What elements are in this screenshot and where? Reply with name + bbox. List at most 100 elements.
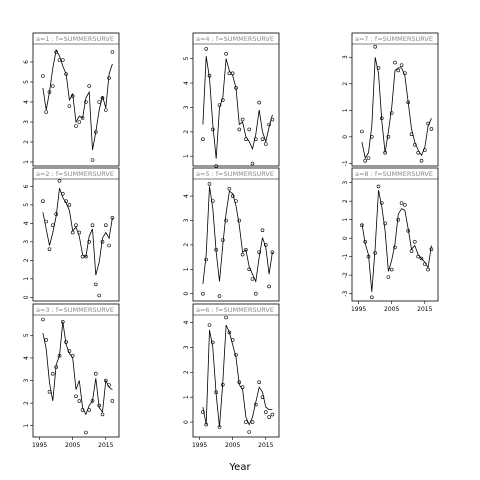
data-point [406,100,411,105]
data-point [94,130,98,134]
data-point [207,73,212,78]
data-point [47,389,52,394]
panel-frame [351,167,439,302]
data-point [270,117,275,122]
y-tick-label: 2 [23,258,30,262]
data-point [373,44,378,49]
data-point [94,282,98,287]
data-point [254,137,258,141]
data-point [416,254,421,259]
data-point [110,399,115,403]
data-point [263,410,268,414]
data-point [90,223,95,227]
data-point [60,58,65,62]
data-point [97,293,101,298]
data-point [244,248,248,252]
data-point [64,199,68,203]
y-tick-label: 1 [23,160,30,164]
data-point [240,385,245,390]
panel-strip-label: a=7 : f=SUMMERSURVE [355,35,433,43]
x-tick-label: 1995 [32,442,47,449]
data-point [257,100,262,105]
data-point [41,74,45,78]
data-point [230,338,235,342]
data-point [406,229,411,233]
x-tick-label: 2005 [65,442,80,449]
data-point [67,104,72,108]
data-point [70,94,75,98]
y-tick-label: 3 [183,345,190,349]
data-point [77,120,82,124]
data-point [54,365,59,369]
y-tick-label: 3 [183,105,190,109]
y-tick-label: 1 [23,424,30,428]
data-point [393,60,397,65]
fit-line [202,186,273,284]
data-point [227,187,232,191]
x-tick-label: 2005 [384,306,399,313]
data-point [409,249,414,253]
data-point [234,199,238,203]
data-point [57,179,62,183]
data-point [74,124,78,128]
panel-frame [32,303,120,438]
data-point [244,420,248,424]
data-point [373,251,378,255]
data-point [237,218,242,223]
data-point [50,371,55,376]
y-tick-label: -1 [342,253,349,259]
y-tick-label: 3 [342,55,349,59]
data-point [104,223,108,227]
data-point [237,127,242,132]
data-point [204,257,208,262]
y-tick-label: 2 [342,82,349,86]
data-point [54,50,59,54]
data-point [107,383,111,387]
data-point [247,267,251,272]
data-point [87,84,91,88]
y-tick-label: -1 [342,160,349,166]
y-tick-label: -2 [342,272,349,278]
panel-strip-label: a=3 : f=SUMMERSURVE [36,306,114,314]
data-point [419,256,424,261]
panel-strip-label: a=5 : f=SUMMERSURVE [196,170,274,178]
y-tick-label: 4 [183,81,190,85]
y-tick-label: 0 [342,135,349,139]
data-point [77,399,82,403]
data-point [270,412,275,417]
data-point [100,96,105,100]
data-point [267,122,271,127]
data-point [214,390,218,395]
data-point [44,110,49,114]
data-point [80,254,85,259]
data-point [84,430,88,435]
panel-frame [192,167,280,302]
y-tick-label: 1 [342,108,349,112]
data-point [97,403,101,408]
data-point [260,228,265,232]
data-point [211,340,215,345]
y-tick-label: 0 [23,295,30,299]
data-point [97,100,101,104]
data-point [240,117,245,122]
data-point [50,84,55,88]
data-point [60,319,65,324]
data-point [396,217,401,222]
y-tick-label: 1 [23,277,30,281]
fit-line [42,188,113,276]
data-point [107,76,111,80]
data-point [369,295,374,300]
data-point [80,116,85,120]
data-point [67,349,72,353]
x-tick-label: 1995 [351,306,366,313]
data-point [416,150,421,155]
data-point [426,267,430,272]
data-point [94,371,98,376]
y-tick-label: 6 [23,60,30,64]
y-tick-label: 3 [23,120,30,124]
data-point [396,68,401,73]
data-point [201,410,205,414]
data-point [70,230,75,235]
panel-strip-label: a=1 : f=SUMMERSURVE [36,35,114,43]
